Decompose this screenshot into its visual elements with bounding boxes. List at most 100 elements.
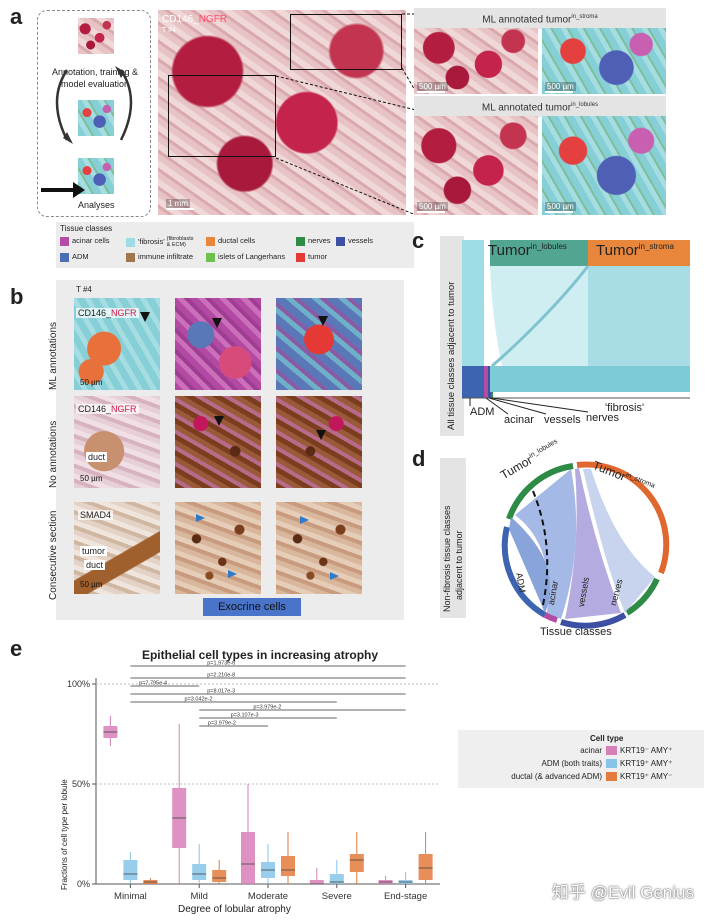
b-stain-prefix: CD146_	[78, 308, 112, 318]
legend-label: ductal cells	[218, 236, 256, 245]
b-row2-stain-suffix: NGFR	[111, 404, 137, 414]
legend-item: nerves	[296, 236, 331, 246]
legend-swatch	[60, 252, 69, 262]
box-ADM	[329, 874, 344, 884]
chart-legend	[458, 730, 704, 788]
row3-label: Consecutive section	[48, 510, 59, 601]
legend-label: vessels	[348, 236, 374, 245]
chart-legend-series-name: ADM (both traits)	[541, 759, 602, 768]
sankey-source-fibrosis	[462, 240, 484, 366]
chart-legend-row: ductal (& advanced ADM) KRT19⁺ AMY⁻	[462, 772, 700, 782]
sankey-lobules-main: Tumor	[488, 242, 531, 259]
b-row1-scale: 50 µm	[80, 378, 103, 387]
y-tick-label: 50%	[72, 779, 90, 789]
legend-item: ADM	[60, 252, 89, 262]
pvalue-label: p=3.042e-2	[185, 697, 213, 703]
legend-sublabel: (fibroblasts & ECM)	[166, 236, 194, 248]
legend-swatch	[296, 236, 305, 246]
arrowhead-4	[214, 416, 224, 426]
legend-item: acinar cells	[60, 236, 110, 246]
box-ADM	[123, 860, 138, 880]
legend-swatch	[206, 236, 215, 246]
workflow-tile-middle	[78, 100, 114, 136]
watermark: 知乎 @Evil Genius	[552, 883, 694, 902]
sankey-stroma-label: Tumorin_stroma	[596, 242, 674, 259]
legend-swatch	[60, 236, 69, 246]
chart-legend-swatch	[606, 759, 617, 769]
b-row3-tumor-label: tumor	[80, 546, 108, 556]
sankey-label-fibrosis: 'fibrosis'	[605, 402, 645, 414]
workflow-cycle-text: Annotation, training & model evaluation	[51, 67, 139, 89]
sankey-label-nerves: nerves	[586, 412, 620, 424]
legend-swatch	[296, 252, 305, 262]
panel-b-sample-id: T #4	[76, 285, 92, 294]
box-ADM	[192, 864, 207, 880]
overview-scalebar: 1 mm	[166, 199, 194, 210]
lobules-title-text: ML annotated tumor	[481, 102, 572, 114]
chart-legend-marker: KRT19⁺ AMY⁻	[620, 772, 673, 781]
sankey-lobules-bar	[490, 240, 588, 266]
b-row3-duct-label: duct	[84, 560, 106, 570]
sankey-stroma-main: Tumor	[596, 242, 639, 259]
legend-label: 'fibrosis'	[138, 236, 165, 246]
overview-histology	[158, 10, 406, 215]
overview-sample-id: T #4	[162, 27, 176, 34]
legend-label: ADM	[72, 252, 89, 261]
chart-ylabel: Fractions of cell type per lobule	[60, 779, 69, 890]
legend-label: nerves	[308, 236, 331, 245]
box-ductal	[349, 854, 364, 872]
legend-item: ductal cells	[206, 236, 255, 246]
stroma-scalebar: 500 µm	[417, 82, 448, 93]
x-tick-label: Mild	[190, 891, 207, 902]
sankey-lobules-label: Tumorin_lobules	[488, 242, 567, 259]
sankey-source-adm	[462, 366, 484, 398]
arrowhead-3	[318, 316, 328, 326]
lobules-ml-scalebar: 500 µm	[545, 202, 576, 213]
sankey-stroma-sup: in_stroma	[638, 242, 674, 251]
chord-diagram	[501, 461, 670, 629]
b-stain-suffix: NGFR	[111, 308, 137, 318]
legend-title: Tissue classes	[60, 224, 113, 233]
box-ductal	[281, 856, 295, 876]
panel-d-ylabel-1: Non-fibrosis tissue classes	[442, 505, 452, 612]
roi-lobules-box	[168, 75, 276, 157]
panel-e-letter: e	[10, 636, 23, 661]
roi-stroma-box	[290, 14, 402, 70]
b-row2-img2	[175, 396, 261, 488]
lobules-raw	[414, 116, 538, 215]
arrowhead-2	[212, 318, 222, 328]
chart-title: Epithelial cell types in increasing atro…	[141, 648, 379, 662]
pvalue-label: p=7.795e-4	[139, 681, 167, 687]
stain-prefix: CD146_	[162, 14, 199, 25]
b-row2-stain: CD146_NGFR	[76, 404, 139, 414]
blue-arrow-2	[300, 516, 309, 524]
pvalue-label: p=3.979e-2	[253, 705, 281, 711]
y-tick-label: 0%	[77, 879, 90, 889]
stroma-ml-scalebar: 500 µm	[545, 82, 576, 93]
box-ductal	[212, 870, 227, 882]
lobules-scalebar: 500 µm	[417, 202, 448, 213]
legend-swatch	[206, 252, 215, 262]
chart-legend-series-name: acinar	[580, 746, 602, 755]
row1-label: ML annotations	[48, 321, 59, 390]
panel-d-axis-box	[440, 458, 466, 618]
overview-stain-label: CD146_NGFR	[162, 14, 227, 25]
workflow-box	[37, 10, 151, 217]
legend-item: islets of Langerhans	[206, 252, 285, 262]
blue-arrow-3	[228, 570, 237, 578]
pvalue-label: p=1.973e-6	[207, 661, 235, 667]
b-row2-duct-label: duct	[86, 452, 108, 462]
box-ductal	[418, 854, 433, 880]
chord-footer: Tissue classes	[540, 626, 612, 638]
x-tick-label: Moderate	[248, 891, 288, 902]
sankey-stroma-bar	[588, 240, 690, 266]
chart-xlabel: Degree of lobular atrophy	[178, 904, 291, 915]
row2-label: No annotations	[48, 420, 59, 488]
arrowhead-1	[140, 312, 150, 322]
b-row1-stain: CD146_NGFR	[76, 308, 139, 318]
legend-swatch	[126, 252, 135, 262]
lobules-title-sup: in_lobules	[571, 102, 599, 108]
workflow-tile-top	[78, 18, 114, 54]
b-row1-img3	[276, 298, 362, 390]
chart-legend-title: Cell type	[590, 734, 624, 743]
